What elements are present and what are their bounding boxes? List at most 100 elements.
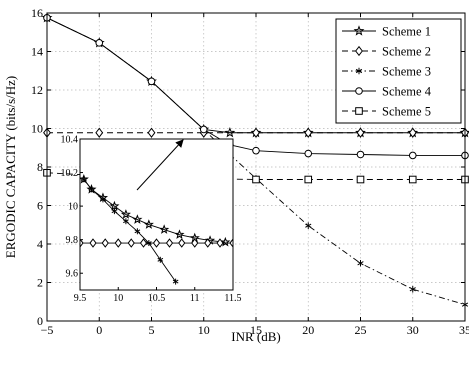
x-tick-label: 30 bbox=[407, 323, 419, 337]
inset-data-point bbox=[80, 176, 87, 183]
data-point bbox=[304, 175, 313, 184]
legend-marker bbox=[353, 25, 365, 36]
x-tick-label: 25 bbox=[355, 323, 367, 337]
x-tick-label: 35 bbox=[459, 323, 469, 337]
inset-data-point bbox=[109, 200, 120, 211]
inset-data-point bbox=[159, 224, 170, 234]
y-tick-label: 4 bbox=[37, 237, 43, 251]
data-point bbox=[252, 127, 260, 138]
inset-data-point bbox=[127, 238, 135, 248]
inset-series-scheme-1 bbox=[80, 173, 231, 247]
inset-data-point bbox=[178, 238, 186, 248]
inset-series bbox=[80, 173, 233, 285]
data-point bbox=[356, 150, 365, 159]
x-tick-label: 15 bbox=[250, 323, 262, 337]
inset-data-point bbox=[152, 238, 161, 248]
legend-marker bbox=[355, 67, 363, 75]
inset-data-point bbox=[174, 229, 185, 239]
legend-entry: Scheme 3 bbox=[342, 65, 431, 79]
inset-x-tick-label: 9.5 bbox=[74, 293, 87, 304]
data-point bbox=[252, 146, 260, 155]
data-point bbox=[408, 151, 417, 160]
legend-label: Scheme 4 bbox=[382, 85, 432, 99]
inset-background bbox=[80, 139, 233, 290]
y-tick-label: 16 bbox=[31, 6, 43, 20]
legend-entry: Scheme 1 bbox=[342, 25, 431, 39]
data-point bbox=[95, 127, 104, 138]
legend-marker bbox=[355, 87, 363, 95]
inset-series-scheme-2 bbox=[80, 238, 233, 248]
inset-data-point bbox=[88, 186, 95, 193]
inset-data-point bbox=[101, 238, 109, 248]
inset-series-scheme-3 bbox=[80, 176, 179, 285]
inset-data-point bbox=[216, 238, 224, 248]
inset-data-point bbox=[204, 238, 212, 248]
inset-data-point bbox=[165, 238, 174, 248]
inset-data-point bbox=[89, 238, 97, 248]
inset-data-point bbox=[220, 236, 231, 247]
inset-y-tick-label: 9.6 bbox=[66, 269, 79, 280]
data-point bbox=[357, 259, 364, 267]
data-point bbox=[305, 222, 312, 230]
data-point bbox=[252, 175, 260, 184]
data-point bbox=[408, 127, 417, 138]
inset-data-point bbox=[80, 238, 84, 248]
x-tick-label: 0 bbox=[96, 323, 102, 337]
y-tick-label: 0 bbox=[37, 314, 43, 328]
series-line bbox=[46, 17, 465, 156]
inset-data-point bbox=[100, 196, 106, 203]
data-point bbox=[304, 149, 313, 158]
y-tick-label: 14 bbox=[31, 45, 43, 59]
inset-data-point bbox=[139, 238, 148, 248]
inset-data-point bbox=[134, 228, 141, 235]
inset-x-tick-label: 11 bbox=[190, 293, 200, 304]
x-axis-label: INR (dB) bbox=[231, 329, 280, 344]
y-tick-label: 8 bbox=[37, 160, 43, 174]
inset-x-tick-label: 10.5 bbox=[148, 293, 166, 304]
inset-y-tick-label: 9.8 bbox=[66, 235, 79, 246]
data-point bbox=[95, 39, 104, 47]
x-tick-label: 20 bbox=[302, 323, 314, 337]
inset-data-point bbox=[146, 240, 152, 247]
inset-data-point bbox=[191, 238, 199, 248]
legend-label: Scheme 3 bbox=[382, 65, 431, 79]
data-point bbox=[408, 175, 417, 184]
inset-data-point bbox=[123, 218, 129, 225]
inset-y-tick-label: 10 bbox=[68, 202, 78, 213]
y-tick-label: 2 bbox=[37, 276, 43, 290]
inset-y-tick-label: 10.4 bbox=[61, 135, 79, 146]
data-point bbox=[147, 77, 156, 86]
y-tick-label: 6 bbox=[37, 199, 43, 213]
y-axis-label: ERGODIC CAPACITY (bits/s/Hz) bbox=[3, 76, 18, 259]
inset-y-tick-label: 10.2 bbox=[61, 168, 79, 179]
data-point bbox=[224, 127, 236, 138]
x-tick-label: −5 bbox=[41, 323, 54, 337]
inset-data-point bbox=[114, 238, 122, 248]
data-point bbox=[409, 285, 416, 293]
inset-data-point bbox=[143, 219, 154, 229]
inset-data-point bbox=[120, 209, 131, 219]
inset-data-point bbox=[157, 256, 164, 263]
legend-marker bbox=[355, 45, 363, 57]
data-point bbox=[199, 125, 208, 134]
inset-data-point bbox=[172, 278, 179, 285]
legend-label: Scheme 2 bbox=[382, 45, 431, 59]
legend-marker bbox=[355, 107, 363, 115]
y-tick-label: 10 bbox=[31, 122, 43, 136]
legend-label: Scheme 5 bbox=[382, 105, 431, 119]
x-tick-label: 5 bbox=[149, 323, 155, 337]
legend-entry: Scheme 4 bbox=[342, 85, 432, 99]
x-tick-label: 10 bbox=[198, 323, 210, 337]
data-point bbox=[356, 175, 365, 184]
data-point bbox=[356, 127, 365, 138]
legend-entry: Scheme 5 bbox=[342, 105, 431, 119]
inset-data-point bbox=[132, 214, 143, 224]
inset-x-tick-label: 10 bbox=[113, 293, 123, 304]
inset-x-tick-label: 11.5 bbox=[224, 293, 241, 304]
legend-entry: Scheme 2 bbox=[342, 45, 431, 59]
zoom-arrow bbox=[136, 139, 184, 191]
inset-data-point bbox=[111, 208, 118, 215]
y-tick-label: 12 bbox=[31, 83, 43, 97]
